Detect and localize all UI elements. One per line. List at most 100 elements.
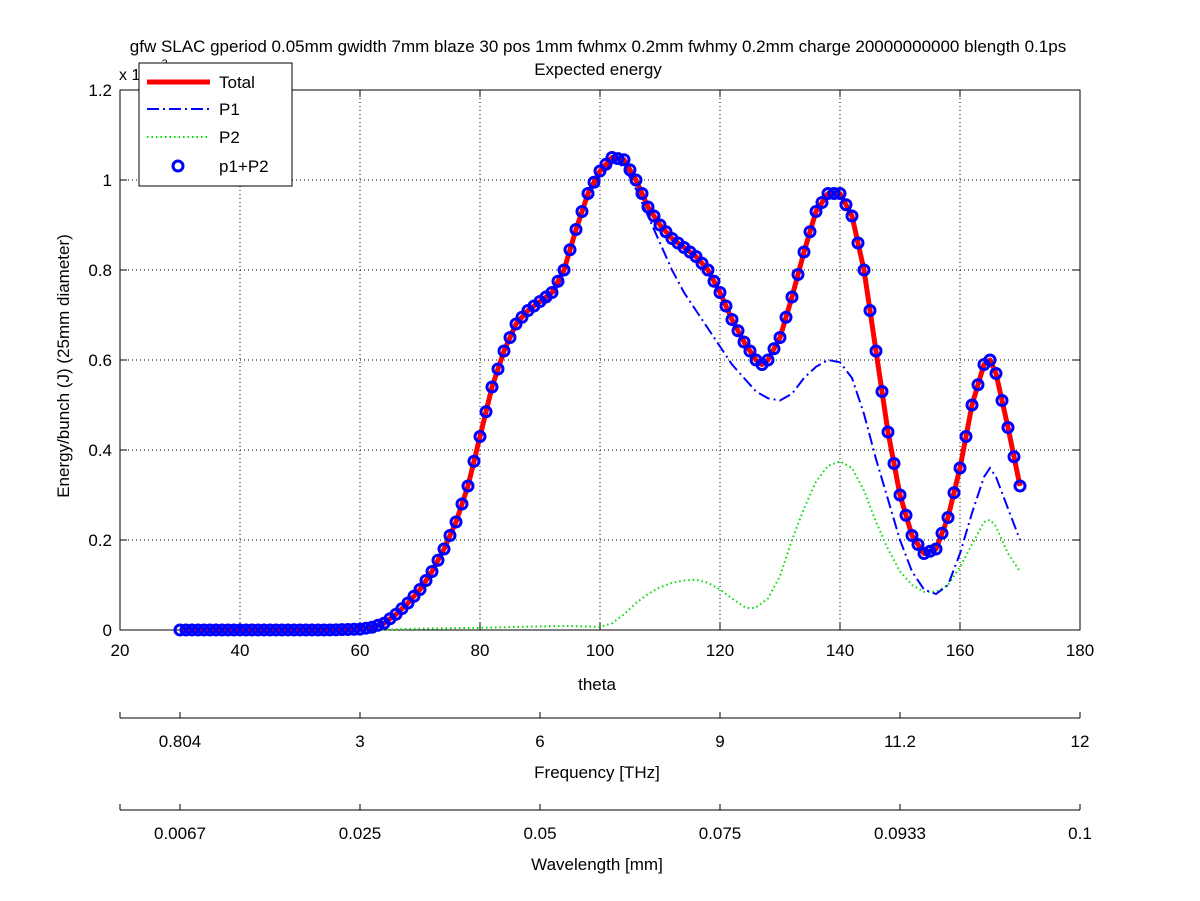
y-tick-label: 0	[103, 621, 112, 640]
series-p1p2-marker	[809, 205, 823, 218]
series-p1p2-marker	[503, 331, 517, 344]
series-p1p2-marker	[467, 454, 481, 468]
secondary-axis-tick-label: 11.2	[884, 732, 916, 751]
series-p1p2-marker	[479, 405, 493, 419]
series-p2-line	[180, 460, 1021, 631]
series-p1p2-marker	[917, 547, 931, 560]
series-p1p2-marker	[473, 430, 487, 443]
series-p1p2-marker	[287, 623, 301, 637]
series-p1p2-marker	[851, 236, 865, 250]
series-p1p2-marker	[209, 623, 223, 637]
series-p1p2-marker	[557, 263, 571, 277]
series-p1p2-marker	[971, 378, 985, 392]
y-tick-label: 0.4	[88, 441, 112, 460]
x-tick-label: 40	[231, 641, 250, 660]
secondary-axis-tick-label: 3	[355, 732, 364, 751]
series-p1p2-marker	[551, 274, 565, 288]
series-p1p2-marker	[863, 304, 877, 317]
series-p1p2-marker	[569, 223, 583, 236]
series-p1p2-marker	[497, 344, 511, 358]
series-p1p2-marker	[959, 430, 973, 443]
series-p1p2-marker	[359, 621, 373, 635]
y-axis-label: Energy/bunch (J) (25mm diameter)	[54, 234, 73, 498]
series-p1p2-marker	[299, 623, 313, 637]
series-p1p2-marker	[311, 623, 325, 637]
series-p1p2-marker	[545, 286, 559, 299]
series-p1p2-marker	[605, 151, 619, 164]
x-tick-label: 120	[706, 641, 734, 660]
x-tick-label: 20	[111, 641, 130, 660]
series-p1p2-marker	[869, 344, 883, 358]
series-p1p2-marker	[713, 286, 727, 299]
series-p1p2-marker	[443, 529, 457, 542]
series-p1p2-marker	[629, 173, 643, 187]
series-p1p2-marker	[989, 367, 1003, 380]
chart-title: gfw SLAC gperiod 0.05mm gwidth 7mm blaze…	[130, 37, 1066, 56]
series-p1p2-marker	[881, 425, 895, 439]
series-p1p2-marker	[257, 623, 271, 637]
secondary-axis-label: Frequency [THz]	[534, 763, 660, 782]
series-p1p2-marker	[965, 398, 979, 412]
series-p1p2-marker	[833, 187, 847, 200]
series-p1p2-marker	[743, 344, 757, 358]
series-p1p2-marker	[365, 620, 379, 634]
y-tick-label: 0.6	[88, 351, 112, 370]
series-p1p2-marker	[413, 583, 427, 596]
series-p1p2-marker	[899, 508, 913, 522]
series-p1p2-marker	[731, 324, 745, 338]
legend-label: p1+P2	[219, 157, 269, 176]
series-p1p2-marker	[791, 268, 805, 281]
series-p1p2-marker	[179, 623, 193, 637]
secondary-axis-tick-label: 12	[1071, 732, 1090, 751]
secondary-axis-tick-label: 0.0067	[154, 824, 206, 843]
series-p1p2-marker	[461, 479, 475, 493]
series-p1p2-marker	[773, 331, 787, 344]
y-tick-label: 0.8	[88, 261, 112, 280]
series-p1p2-marker	[329, 623, 343, 637]
series-p1p2-marker	[893, 488, 907, 502]
series-p1p2-marker	[803, 225, 817, 239]
secondary-axis-tick-label: 0.025	[339, 824, 382, 843]
series-p1p2-marker	[779, 310, 793, 324]
series-p1p2-marker	[317, 623, 331, 637]
y-axis-ticks: 0 0.2 0.4 0.6 0.8 1 1.2	[88, 81, 1080, 640]
secondary-axis-tick-label: 0.05	[523, 824, 556, 843]
series-p1p2-marker	[923, 544, 937, 558]
series-p1p2-marker	[797, 245, 811, 259]
series-p1p2-marker	[185, 623, 199, 637]
series-p1p2-marker	[203, 623, 217, 637]
series-layer	[173, 151, 1027, 637]
series-p1p2-marker	[419, 574, 433, 587]
x-axis-label: theta	[578, 675, 616, 694]
series-p1p2-marker	[491, 362, 505, 376]
legend-label: Total	[219, 73, 255, 92]
secondary-axis-tick-label: 0.0933	[874, 824, 926, 843]
series-p1p2-marker	[251, 623, 265, 637]
series-p1-line	[180, 160, 1021, 631]
series-p1p2-marker	[617, 153, 631, 167]
series-p1p2-marker	[263, 623, 277, 637]
series-p1p2-marker	[215, 623, 229, 637]
series-p1p2-marker	[857, 263, 871, 277]
series-p1p2-marker	[323, 623, 337, 637]
series-p1p2-marker	[1007, 450, 1021, 464]
secondary-axis-tick-label: 9	[715, 732, 724, 751]
series-p1p2-marker	[623, 163, 637, 177]
y-tick-label: 1	[103, 171, 112, 190]
series-p1p2-marker	[221, 623, 235, 637]
series-p1p2-marker	[581, 187, 595, 200]
series-p1p2-marker	[719, 299, 733, 313]
series-p1p2-marker	[941, 511, 955, 524]
series-p1p2-marker	[281, 623, 295, 637]
series-p1p2-marker	[425, 565, 439, 578]
series-p1p2-marker	[953, 461, 967, 475]
series-p1p2-marker	[275, 623, 289, 637]
series-p1p2-marker	[437, 542, 451, 556]
series-p1p2-marker	[737, 335, 751, 349]
series-p1p2-marker	[641, 200, 655, 214]
series-p1p2-marker	[371, 618, 385, 632]
series-p1p2-marker	[947, 486, 961, 500]
secondary-axis-tick-label: 0.1	[1068, 824, 1092, 843]
x-tick-label: 180	[1066, 641, 1094, 660]
